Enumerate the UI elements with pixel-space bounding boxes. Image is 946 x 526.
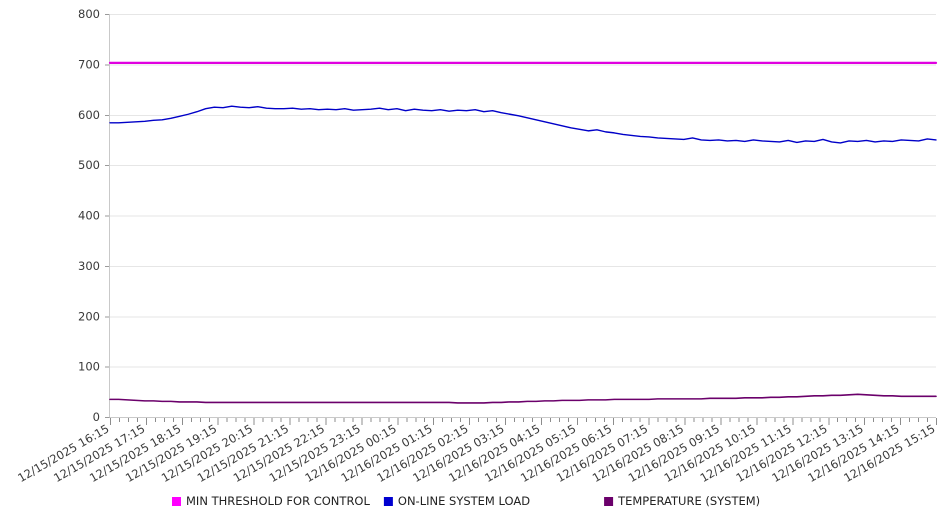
y-axis-tick-label: 700: [78, 57, 100, 71]
y-axis-tick-label: 200: [78, 309, 100, 323]
legend-swatch[interactable]: [383, 497, 393, 506]
legend-swatch[interactable]: [604, 497, 614, 506]
series-line-3: [109, 393, 937, 404]
y-axis-tick-label: 600: [78, 108, 100, 122]
legend-label[interactable]: ON-LINE SYSTEM LOAD: [398, 494, 530, 508]
legend-label[interactable]: MIN THRESHOLD FOR CONTROL: [186, 494, 370, 508]
legend-label[interactable]: TEMPERATURE (SYSTEM): [617, 494, 760, 508]
x-minor-ticks-group: [110, 418, 937, 425]
y-axis-tick-label: 500: [78, 158, 100, 172]
series-line-2: [109, 105, 937, 144]
y-axis-tick-label: 300: [78, 259, 100, 273]
y-axis-tick-label: 0: [93, 410, 100, 424]
legend-swatch[interactable]: [172, 497, 181, 506]
chart-legend: MIN THRESHOLD FOR CONTROL ON-LINE SYSTEM …: [172, 494, 760, 508]
y-axis-tick-label: 100: [78, 360, 100, 374]
y-axis-tick-label: 800: [78, 7, 100, 21]
y-axis-labels-group: 0 100 200 300 400 500 600 700 800: [78, 7, 100, 424]
gridlines-group: [110, 14, 936, 368]
y-axis-tick-label: 400: [78, 209, 100, 223]
series-paths-group: [108, 61, 938, 404]
